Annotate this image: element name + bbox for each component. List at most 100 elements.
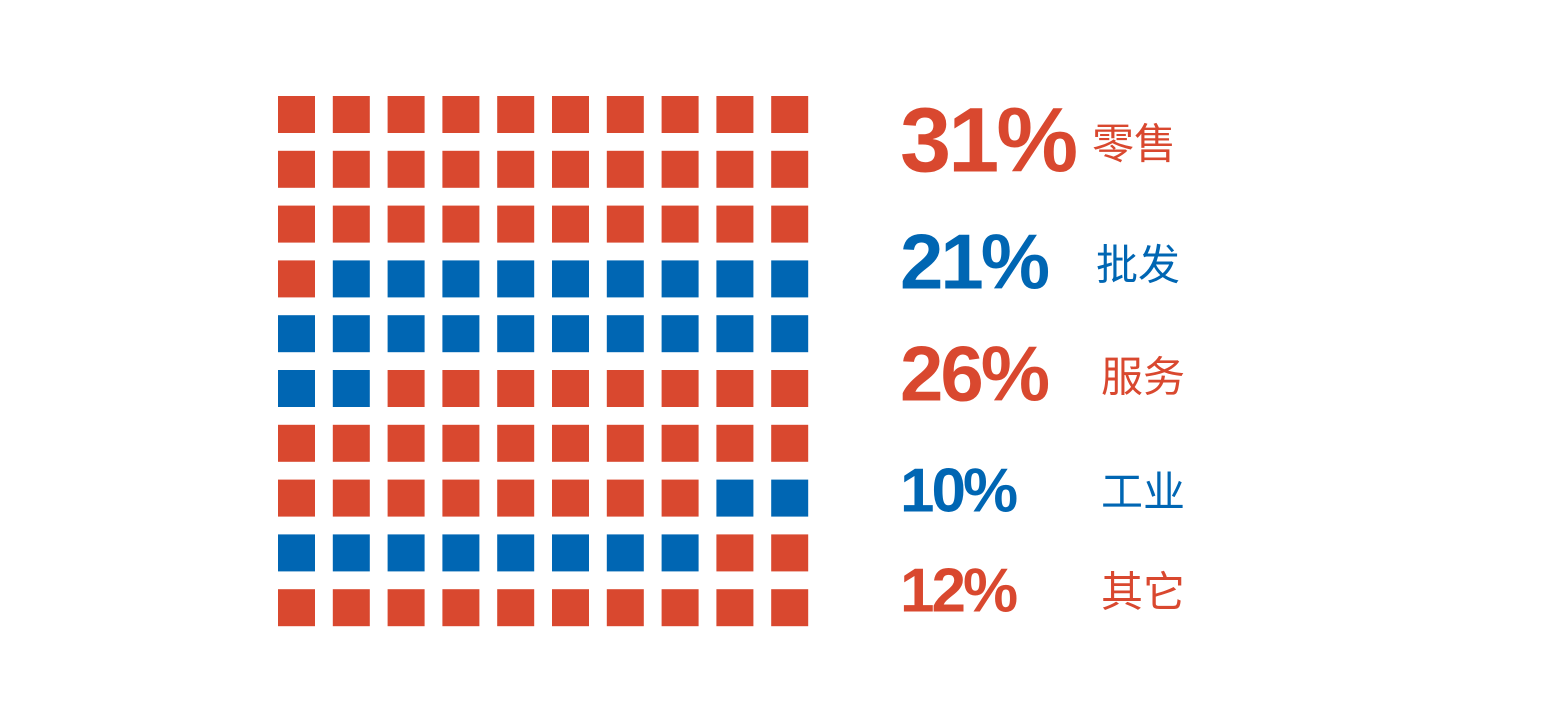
waffle-cell — [552, 96, 589, 133]
waffle-cell — [771, 534, 809, 572]
waffle-cell — [606, 534, 644, 572]
waffle-cell — [278, 534, 315, 572]
waffle-cell — [278, 479, 315, 517]
waffle-cell — [442, 589, 480, 627]
waffle-cell — [497, 315, 535, 353]
waffle-cell — [387, 260, 425, 298]
waffle-cell — [497, 589, 535, 627]
waffle-cell — [332, 479, 370, 517]
waffle-cell — [278, 424, 315, 462]
waffle-cell — [606, 370, 644, 407]
waffle-cell — [771, 370, 809, 407]
waffle-cell — [332, 589, 370, 627]
value-label: 26% — [900, 330, 1049, 418]
waffle-cell — [661, 589, 699, 627]
waffle-cell — [552, 534, 589, 572]
waffle-cell — [497, 424, 535, 462]
waffle-cell — [661, 424, 699, 462]
category-label: 服务 — [1101, 353, 1185, 402]
category-label: 零售 — [1092, 120, 1176, 169]
value-label: 31% — [900, 89, 1076, 191]
waffle-cell — [771, 589, 809, 627]
waffle-cell — [278, 315, 315, 353]
waffle-cell — [387, 424, 425, 462]
waffle-cell — [332, 370, 370, 407]
waffle-cell — [552, 150, 589, 188]
waffle-cell — [771, 205, 809, 243]
waffle-cell — [442, 370, 480, 407]
category-label: 工业 — [1101, 468, 1185, 517]
waffle-cell — [716, 370, 754, 407]
waffle-cell — [332, 534, 370, 572]
waffle-cell — [606, 589, 644, 627]
waffle-cell — [606, 315, 644, 353]
waffle-cell — [497, 479, 535, 517]
waffle-cell — [771, 424, 809, 462]
waffle-cell — [771, 96, 809, 133]
waffle-cell — [387, 534, 425, 572]
waffle-cell — [606, 424, 644, 462]
waffle-cell — [716, 150, 754, 188]
waffle-cell — [716, 534, 754, 572]
value-label: 10% — [900, 456, 1017, 525]
waffle-cell — [552, 589, 589, 627]
waffle-cell — [497, 205, 535, 243]
waffle-cell — [716, 205, 754, 243]
waffle-cell — [552, 424, 589, 462]
waffle-cell — [771, 260, 809, 298]
value-label: 21% — [900, 218, 1049, 306]
waffle-cell — [497, 370, 535, 407]
waffle-cell — [661, 370, 699, 407]
waffle-cell — [716, 315, 754, 353]
category-label: 其它 — [1101, 568, 1185, 617]
waffle-cell — [716, 424, 754, 462]
waffle-cell — [552, 479, 589, 517]
waffle-cell — [661, 260, 699, 298]
waffle-cell — [771, 150, 809, 188]
waffle-cell — [661, 96, 699, 133]
waffle-cell — [716, 589, 754, 627]
waffle-cell — [442, 534, 480, 572]
waffle-cell — [497, 534, 535, 572]
waffle-cell — [332, 260, 370, 298]
waffle-cell — [661, 205, 699, 243]
waffle-cell — [497, 260, 535, 298]
waffle-cell — [332, 315, 370, 353]
waffle-cell — [387, 96, 425, 133]
waffle-cell — [606, 96, 644, 133]
waffle-cell — [278, 205, 315, 243]
waffle-cell — [387, 150, 425, 188]
waffle-cell — [552, 315, 589, 353]
waffle-cell — [606, 479, 644, 517]
category-label: 批发 — [1096, 241, 1180, 290]
waffle-cell — [387, 370, 425, 407]
waffle-cell — [661, 479, 699, 517]
waffle-cell — [497, 150, 535, 188]
waffle-cell — [497, 96, 535, 133]
waffle-cell — [661, 534, 699, 572]
waffle-cell — [442, 205, 480, 243]
waffle-cell — [387, 589, 425, 627]
waffle-cell — [442, 424, 480, 462]
waffle-cell — [278, 150, 315, 188]
waffle-cell — [278, 370, 315, 407]
waffle-cell — [552, 260, 589, 298]
waffle-cell — [552, 205, 589, 243]
waffle-cell — [606, 205, 644, 243]
waffle-cell — [442, 260, 480, 298]
waffle-cell — [387, 315, 425, 353]
value-label: 12% — [900, 556, 1017, 625]
waffle-cell — [716, 260, 754, 298]
waffle-cell — [661, 150, 699, 188]
waffle-cell — [552, 370, 589, 407]
waffle-cell — [332, 96, 370, 133]
waffle-cell — [442, 96, 480, 133]
waffle-cell — [716, 96, 754, 133]
waffle-cell — [661, 315, 699, 353]
waffle-cell — [278, 96, 315, 133]
waffle-cell — [442, 315, 480, 353]
waffle-cell — [771, 479, 809, 517]
waffle-cell — [332, 150, 370, 188]
